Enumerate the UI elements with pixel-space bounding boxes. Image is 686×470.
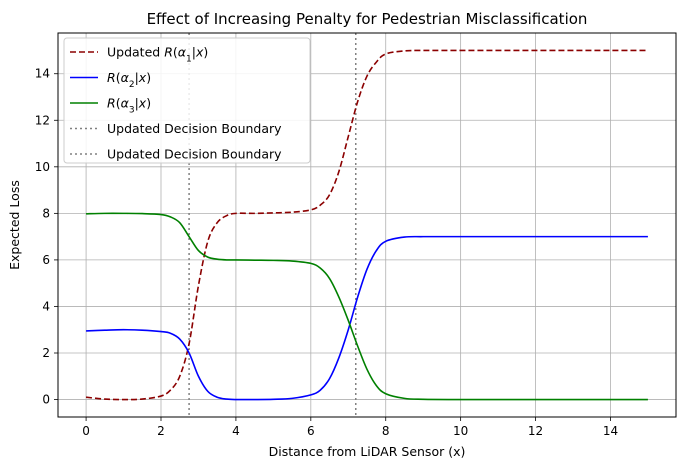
legend-label-part: | — [135, 96, 139, 111]
legend-label-part: ) — [203, 45, 208, 60]
legend-label-part: ) — [146, 96, 151, 111]
legend-label-part: α — [178, 45, 187, 60]
legend-label-part: ( — [173, 45, 178, 60]
y-tick-label: 0 — [42, 393, 50, 407]
x-ticks: 0 2 4 6 8 10 12 14 — [82, 417, 618, 438]
y-tick-label: 6 — [42, 253, 50, 267]
x-tick-label: 4 — [232, 424, 240, 438]
x-tick-label: 6 — [307, 424, 315, 438]
legend-label-part: Updated — [107, 45, 164, 60]
series-line-2 — [86, 235, 648, 401]
legend-label-part: | — [135, 70, 139, 85]
legend-label-part: 2 — [129, 80, 135, 90]
y-tick-label: 12 — [35, 113, 50, 127]
legend-label-part: x — [138, 70, 147, 85]
y-tick-label: 8 — [42, 206, 50, 220]
legend-label-part: 3 — [129, 106, 135, 116]
legend-label: Updated Decision Boundary — [107, 121, 282, 136]
y-tick-label: 10 — [35, 160, 50, 174]
x-tick-label: 8 — [382, 424, 390, 438]
legend-label-part: R — [107, 96, 116, 111]
x-tick-label: 0 — [82, 424, 90, 438]
legend-label-part: x — [138, 96, 147, 111]
legend-label-part: x — [195, 45, 204, 60]
legend-label-part: | — [192, 45, 196, 60]
legend-label-part: R — [164, 45, 173, 60]
legend-label-part: ( — [116, 70, 121, 85]
chart-title: Effect of Increasing Penalty for Pedestr… — [147, 10, 588, 28]
y-axis-label: Expected Loss — [7, 180, 22, 270]
x-axis-label: Distance from LiDAR Sensor (x) — [269, 444, 466, 459]
legend-label-part: ) — [146, 70, 151, 85]
series-line-3 — [86, 212, 648, 401]
plot-frame — [57, 32, 677, 418]
y-tick-label: 14 — [35, 67, 50, 81]
legend-label: Updated R(α1|x) — [107, 45, 208, 65]
grid-layer — [58, 33, 676, 417]
legend-box — [63, 37, 311, 164]
legend-label-part: R — [107, 70, 116, 85]
legend-label: Updated Decision Boundary — [107, 147, 282, 162]
y-tick-label: 4 — [42, 299, 50, 313]
legend-label: R(α3|x) — [107, 96, 151, 116]
legend-label-part: ( — [116, 96, 121, 111]
x-tick-label: 14 — [603, 424, 618, 438]
legend-label-part: α — [121, 70, 130, 85]
legend: Updated R(α1|x)R(α2|x)R(α3|x)Updated Dec… — [63, 37, 311, 164]
legend-label-part: α — [121, 96, 130, 111]
y-ticks: 0 2 4 6 8 10 12 14 — [35, 67, 58, 407]
series-layer — [86, 49, 648, 401]
x-tick-label: 12 — [528, 424, 543, 438]
y-tick-label: 2 — [42, 346, 50, 360]
legend-label: R(α2|x) — [107, 70, 151, 90]
legend-label-part: 1 — [186, 55, 192, 65]
series-line-1 — [86, 49, 648, 401]
x-tick-label: 10 — [453, 424, 468, 438]
x-tick-label: 2 — [157, 424, 165, 438]
